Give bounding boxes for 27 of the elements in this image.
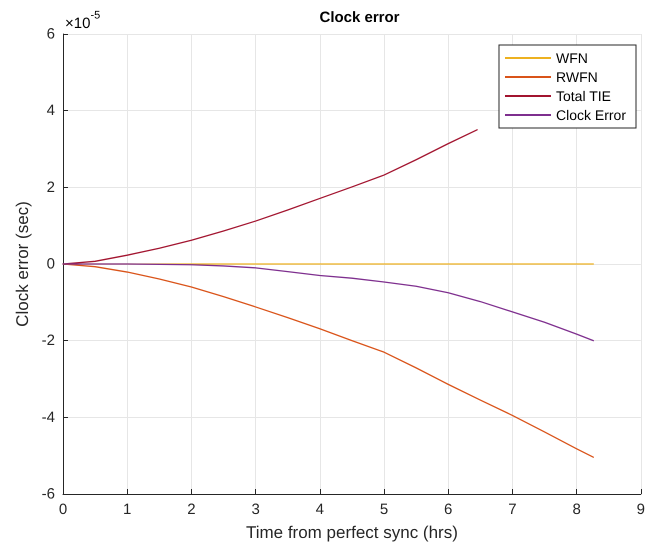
y-tick-label: -2 [42, 332, 55, 350]
y-tick-label: 2 [46, 178, 55, 196]
x-tick-label: 7 [508, 501, 517, 518]
line-series [62, 263, 594, 458]
x-tick-label: 9 [636, 501, 645, 518]
x-tick-label: 0 [58, 501, 68, 518]
legend-label: WFN [556, 50, 588, 66]
x-tick-label: 1 [123, 501, 132, 518]
chart-title: Clock error [319, 9, 400, 26]
x-tick-label: 3 [251, 501, 260, 518]
legend-label: Total TIE [556, 88, 611, 104]
line-series [62, 129, 478, 265]
x-tick-label: 5 [380, 501, 388, 518]
legend-label: Clock Error [556, 107, 626, 123]
x-tick-label: 6 [444, 501, 452, 518]
x-tick-label: 4 [316, 501, 324, 518]
x-tick-label: 8 [572, 501, 581, 518]
y-tick-label: -6 [42, 486, 55, 502]
y-tick-label: 4 [46, 102, 55, 120]
y-tick-label: 0 [46, 256, 55, 272]
y-axis-title: Clock error (sec) [12, 201, 32, 327]
y-tick-label: 6 [46, 26, 55, 42]
line-series [62, 263, 594, 342]
y-tick-label: -4 [42, 408, 55, 426]
legend-label: RWFN [556, 69, 598, 85]
x-axis-title: Time from perfect sync (hrs) [246, 523, 458, 542]
x-tick-label: 2 [187, 501, 196, 518]
